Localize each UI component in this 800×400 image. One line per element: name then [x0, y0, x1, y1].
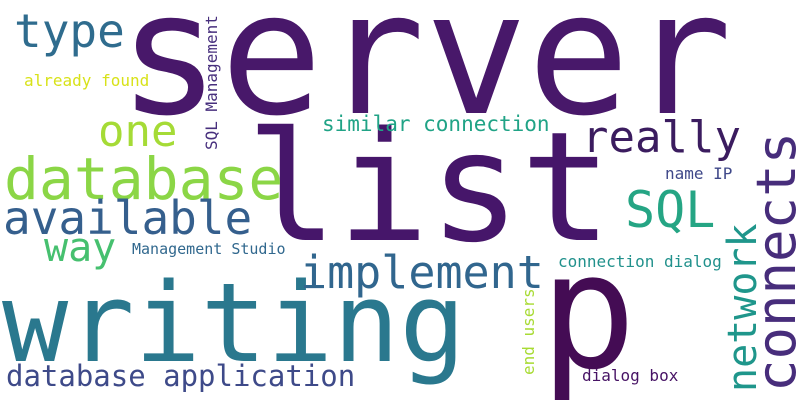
- word-already-found: already found: [24, 71, 150, 90]
- word-name-ip: name IP: [665, 164, 733, 183]
- word-way: way: [44, 225, 117, 271]
- word-dialog-box: dialog box: [582, 366, 679, 385]
- word-implement: implement: [300, 246, 544, 299]
- word-list: list: [246, 99, 613, 276]
- word-sql: SQL: [625, 181, 716, 239]
- word-one: one: [98, 106, 178, 157]
- word-really: really: [582, 112, 741, 163]
- word-type: type: [14, 4, 125, 58]
- word-sql-management: SQL Management: [202, 15, 221, 150]
- word-database-application: database application: [6, 359, 356, 393]
- word-writing: writing: [2, 259, 466, 387]
- word-connection-dialog: connection dialog: [558, 252, 722, 271]
- word-server: server: [118, 0, 733, 154]
- word-p: p: [540, 218, 637, 400]
- word-management-studio: Management Studio: [132, 240, 286, 258]
- word-network: network: [720, 223, 766, 392]
- word-end-users: end users: [519, 288, 538, 375]
- word-database: database: [4, 145, 284, 213]
- word-similar-connection: similar connection: [322, 112, 550, 136]
- word-available: available: [3, 191, 253, 245]
